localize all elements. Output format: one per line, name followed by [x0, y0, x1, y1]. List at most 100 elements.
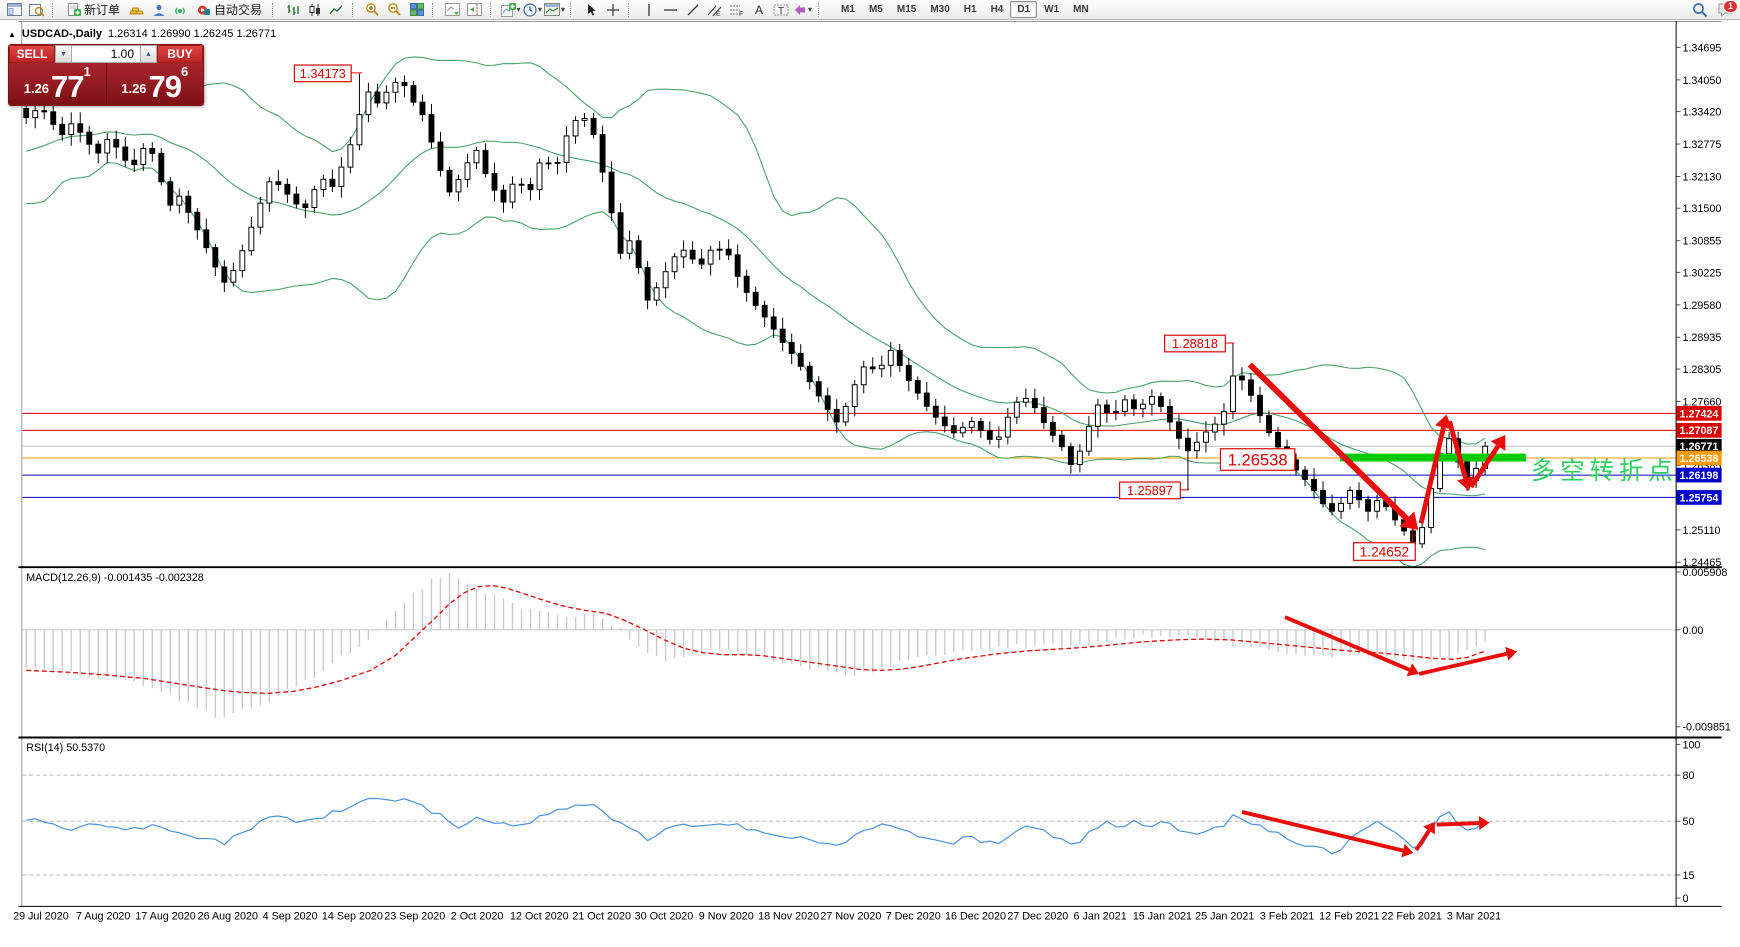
trend-arrow[interactable]	[1414, 829, 1431, 852]
candle-body	[248, 226, 255, 252]
chart-shift-icon[interactable]	[464, 1, 485, 19]
price-axis-tick: 1.28935	[1682, 332, 1721, 344]
price-label-box[interactable]	[1219, 448, 1296, 471]
line-chart-icon[interactable]	[326, 1, 347, 19]
candle-body	[1347, 489, 1353, 504]
x-axis-label: 16 Dec 2020	[945, 911, 1006, 923]
candle-body	[1248, 379, 1254, 396]
data-window-icon[interactable]	[26, 1, 47, 19]
new-order-icon	[68, 2, 81, 16]
candle-body	[662, 271, 669, 289]
zoom-in-icon[interactable]	[362, 1, 383, 19]
fibonacci-icon[interactable]: F	[726, 1, 747, 19]
timeframe-M15[interactable]: M15	[896, 4, 917, 15]
candle-body	[554, 161, 561, 164]
autotrade-icon	[198, 5, 211, 15]
trendline-icon[interactable]	[682, 1, 703, 19]
sell-price[interactable]: 1.26 77 1	[9, 63, 107, 105]
add-indicator-button[interactable]: ▾	[500, 1, 521, 19]
vertical-line-icon[interactable]	[638, 1, 659, 19]
candle-body	[1239, 375, 1245, 381]
signal-icon[interactable]	[170, 1, 191, 19]
periods-button[interactable]: ▾	[522, 1, 543, 19]
zoom-out-icon[interactable]	[384, 1, 405, 19]
timeframe-D1[interactable]: D1	[1010, 1, 1038, 18]
bars-chart-icon[interactable]	[282, 1, 303, 19]
x-axis-label: 26 Aug 2020	[198, 911, 258, 923]
account-icon[interactable]	[148, 1, 169, 19]
candle-body	[1112, 410, 1119, 414]
price-label-box[interactable]	[1352, 542, 1416, 561]
buy-price[interactable]: 1.26 79 6	[107, 63, 204, 105]
candle-body	[815, 381, 822, 397]
candle-body	[995, 436, 1002, 440]
timeframe-M5[interactable]: M5	[868, 4, 883, 15]
candle-body	[1094, 404, 1101, 427]
chevron-down-icon: ▾	[561, 5, 566, 14]
timeframe-M30[interactable]: M30	[930, 4, 950, 15]
x-axis-label: 6 Jan 2021	[1074, 911, 1127, 923]
price-axis-tick: 1.30855	[1682, 236, 1721, 248]
channel-icon[interactable]: E	[704, 1, 725, 19]
volume-up-button[interactable]: ▲	[140, 45, 157, 63]
candle-body	[572, 119, 579, 137]
shapes-button[interactable]: ▾	[792, 1, 813, 19]
timeframe-MN[interactable]: MN	[1073, 4, 1089, 15]
autotrade-button[interactable]: 自动交易	[192, 1, 267, 19]
macd-axis-tick: 0.005908	[1682, 567, 1727, 579]
new-order-button[interactable]: 新订单	[62, 1, 125, 19]
autoscroll-icon[interactable]	[442, 1, 463, 19]
cursor-icon[interactable]	[580, 1, 601, 19]
x-axis-label: 27 Dec 2020	[1007, 911, 1068, 923]
collapse-triangle-icon[interactable]: ▲	[8, 30, 16, 39]
trend-arrow[interactable]	[1241, 810, 1404, 853]
rsi-axis-tick: 100	[1682, 739, 1700, 751]
trend-arrow[interactable]	[1447, 420, 1468, 479]
candle-body	[878, 364, 885, 370]
buy-price-big: 79	[148, 69, 182, 104]
chart-annotations[interactable]: 多空转折点 1.34173 1.28818 1.26538 1.25897 1.24652	[293, 64, 1678, 858]
price-label-box[interactable]	[293, 64, 352, 83]
chart-window[interactable]: MACD(12,26,9) -0.001435 -0.002328 0.00590…	[0, 20, 1740, 947]
candles-chart-icon[interactable]	[304, 1, 325, 19]
price-label-box[interactable]	[1164, 334, 1226, 353]
timeframe-H1[interactable]: H1	[963, 4, 977, 15]
trend-arrow[interactable]	[1247, 362, 1409, 521]
volume-input[interactable]: 1.00	[72, 45, 140, 63]
templates-button[interactable]: ▾	[544, 1, 565, 19]
chart-area[interactable]: MACD(12,26,9) -0.001435 -0.002328 0.00590…	[0, 20, 1740, 947]
crosshair-icon[interactable]	[602, 1, 623, 19]
trend-arrow[interactable]	[1418, 426, 1446, 524]
volume-down-button[interactable]: ▼	[55, 45, 72, 63]
buy-button[interactable]: BUY	[157, 45, 203, 63]
text-icon[interactable]: A	[748, 1, 769, 19]
chart-symbol-period: USDCAD-,Daily	[21, 28, 102, 40]
candle-body	[275, 181, 282, 185]
candle-body	[68, 123, 75, 135]
candle-body	[1311, 478, 1317, 491]
price-axis-tick: 1.34695	[1682, 42, 1721, 54]
candle-body	[635, 240, 642, 269]
trend-arrow[interactable]	[1284, 615, 1411, 672]
timeframe-M1[interactable]: M1	[841, 4, 855, 15]
gold-icon[interactable]	[126, 1, 147, 19]
price-label-box[interactable]	[1119, 481, 1181, 500]
trend-arrow[interactable]	[1436, 821, 1480, 827]
turning-point-text[interactable]: 多空转折点	[1531, 457, 1678, 485]
toolbar-separator	[490, 2, 495, 17]
chat-button[interactable]: 1	[1716, 0, 1738, 19]
sell-button[interactable]: SELL	[9, 45, 55, 63]
timeframe-W1[interactable]: W1	[1044, 4, 1060, 15]
horizontal-line-icon[interactable]	[660, 1, 681, 19]
svg-text:A: A	[755, 3, 763, 17]
candle-body	[158, 152, 165, 183]
tile-windows-icon[interactable]	[406, 1, 427, 19]
trend-arrow[interactable]	[1468, 444, 1501, 489]
sell-price-sup: 1	[83, 64, 91, 79]
search-icon[interactable]	[1689, 1, 1710, 19]
timeframe-H4[interactable]: H4	[990, 4, 1004, 15]
trend-arrow[interactable]	[1418, 651, 1508, 676]
charts-window-icon[interactable]	[4, 1, 25, 19]
candle-body	[1004, 416, 1011, 438]
text-label-icon[interactable]: T	[770, 1, 791, 19]
